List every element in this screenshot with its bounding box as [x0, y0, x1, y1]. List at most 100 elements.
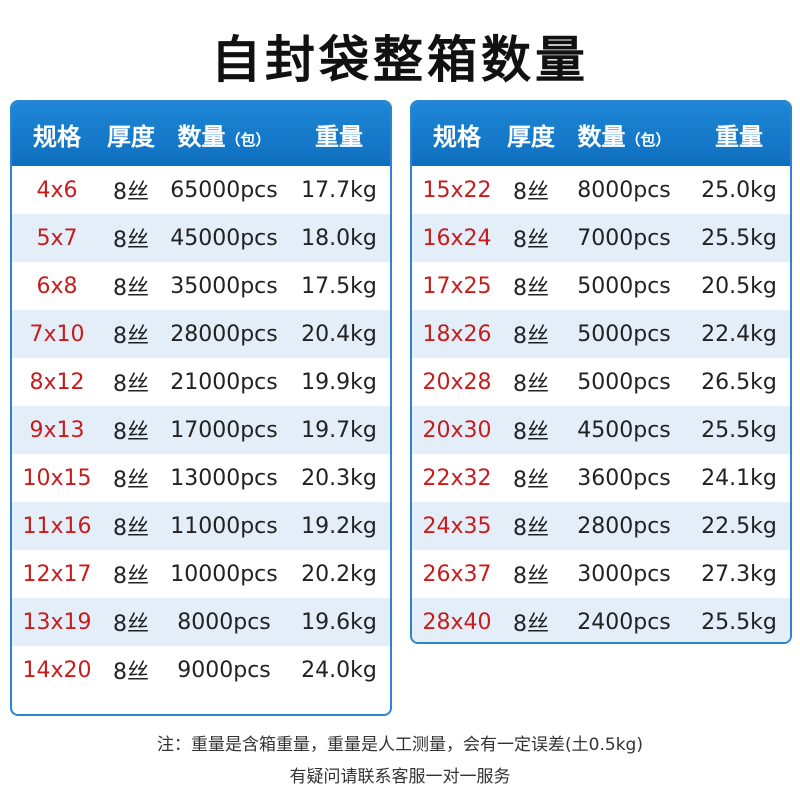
cell-thickness: 8丝: [113, 276, 149, 301]
cell-spec: 10x15: [22, 465, 92, 491]
cell-spec: 16x24: [422, 225, 492, 251]
cell-spec: 7x10: [29, 321, 85, 347]
cell-spec: 26x37: [422, 561, 492, 587]
cell-weight: 25.0kg: [701, 177, 777, 203]
cell-spec: 4x6: [36, 177, 78, 203]
cell-weight: 19.7kg: [301, 417, 377, 443]
page-title: 自封袋整箱数量: [211, 31, 589, 89]
cell-weight: 20.4kg: [301, 321, 377, 347]
cell-quantity: 10000pcs: [170, 561, 278, 587]
table-left: 规格 厚度 数量（包） 重量 4x6 8丝 65000pcs 17.7kg 5x7 8丝 4…: [10, 100, 392, 716]
cell-spec: 9x13: [29, 417, 85, 443]
cell-quantity: 8000pcs: [577, 177, 671, 203]
cell-quantity: 5000pcs: [577, 321, 671, 347]
cell-weight: 22.5kg: [701, 513, 777, 539]
cell-thickness: 8丝: [113, 612, 149, 637]
table-body: 15x22 8丝 8000pcs 25.0kg 16x24 8丝 7000pcs 25.5kg…: [412, 166, 790, 642]
header-quantity-label: 数量: [577, 122, 626, 151]
table-row: 5x7 8丝 45000pcs 18.0kg: [12, 214, 390, 262]
cell-spec: 5x7: [36, 225, 78, 251]
cell-spec: 24x35: [422, 513, 492, 539]
cell-thickness: 8丝: [113, 420, 149, 445]
cell-quantity: 3000pcs: [577, 561, 671, 587]
cell-thickness: 8丝: [513, 372, 549, 397]
header-quantity-label: 数量: [177, 122, 226, 151]
cell-weight: 20.2kg: [301, 561, 377, 587]
table-row: 18x26 8丝 5000pcs 22.4kg: [412, 310, 790, 358]
cell-spec: 12x17: [22, 561, 92, 587]
table-row: 20x28 8丝 5000pcs 26.5kg: [412, 358, 790, 406]
cell-weight: 25.5kg: [701, 225, 777, 251]
cell-quantity: 35000pcs: [170, 273, 278, 299]
table-row: 12x17 8丝 10000pcs 20.2kg: [12, 550, 390, 598]
cell-quantity: 65000pcs: [170, 177, 278, 203]
header-thickness: 厚度: [507, 122, 555, 151]
header-thickness: 厚度: [107, 122, 155, 151]
cell-spec: 20x30: [422, 417, 492, 443]
cell-quantity: 5000pcs: [577, 273, 671, 299]
cell-weight: 17.7kg: [301, 177, 377, 203]
cell-weight: 20.3kg: [301, 465, 377, 491]
cell-weight: 27.3kg: [701, 561, 777, 587]
cell-thickness: 8丝: [513, 564, 549, 589]
footer-note: 注：重量是含箱重量，重量是人工测量，会有一定误差(土0.5kg): [157, 735, 643, 755]
table-row: 28x40 8丝 2400pcs 25.5kg: [412, 598, 790, 642]
table-row: 8x12 8丝 21000pcs 19.9kg: [12, 358, 390, 406]
cell-weight: 25.5kg: [701, 417, 777, 443]
header-spec: 规格: [433, 122, 481, 151]
cell-weight: 18.0kg: [301, 225, 377, 251]
cell-thickness: 8丝: [513, 468, 549, 493]
cell-thickness: 8丝: [513, 228, 549, 253]
cell-quantity: 11000pcs: [170, 513, 278, 539]
table-row: 14x20 8丝 9000pcs 24.0kg: [12, 646, 390, 694]
table-header: 规格 厚度 数量（包） 重量: [412, 102, 790, 166]
cell-spec: 8x12: [29, 369, 85, 395]
cell-weight: 19.9kg: [301, 369, 377, 395]
header-weight: 重量: [715, 122, 763, 151]
table-row: 4x6 8丝 65000pcs 17.7kg: [12, 166, 390, 214]
cell-weight: 24.0kg: [301, 657, 377, 683]
cell-quantity: 21000pcs: [170, 369, 278, 395]
table-row: 15x22 8丝 8000pcs 25.0kg: [412, 166, 790, 214]
cell-weight: 26.5kg: [701, 369, 777, 395]
cell-quantity: 3600pcs: [577, 465, 671, 491]
cell-quantity: 9000pcs: [177, 657, 271, 683]
cell-quantity: 7000pcs: [577, 225, 671, 251]
cell-quantity: 5000pcs: [577, 369, 671, 395]
table-right: 规格 厚度 数量（包） 重量 15x22 8丝 8000pcs 25.0kg 16x24…: [410, 100, 792, 644]
cell-thickness: 8丝: [513, 420, 549, 445]
cell-thickness: 8丝: [113, 468, 149, 493]
cell-thickness: 8丝: [113, 660, 149, 685]
cell-weight: 20.5kg: [701, 273, 777, 299]
table-row: 26x37 8丝 3000pcs 27.3kg: [412, 550, 790, 598]
cell-spec: 28x40: [422, 609, 492, 635]
cell-weight: 19.6kg: [301, 609, 377, 635]
table-row: 24x35 8丝 2800pcs 22.5kg: [412, 502, 790, 550]
cell-quantity: 2400pcs: [577, 609, 671, 635]
cell-thickness: 8丝: [113, 516, 149, 541]
table-row: 17x25 8丝 5000pcs 20.5kg: [412, 262, 790, 310]
cell-thickness: 8丝: [113, 324, 149, 349]
table-body: 4x6 8丝 65000pcs 17.7kg 5x7 8丝 45000pcs 18.0kg 6x…: [12, 166, 390, 694]
cell-thickness: 8丝: [513, 612, 549, 637]
table-row: 13x19 8丝 8000pcs 19.6kg: [12, 598, 390, 646]
cell-quantity: 8000pcs: [177, 609, 271, 635]
cell-thickness: 8丝: [513, 180, 549, 205]
cell-spec: 20x28: [422, 369, 492, 395]
cell-weight: 19.2kg: [301, 513, 377, 539]
table-row: 7x10 8丝 28000pcs 20.4kg: [12, 310, 390, 358]
cell-quantity: 17000pcs: [170, 417, 278, 443]
cell-quantity: 4500pcs: [577, 417, 671, 443]
cell-thickness: 8丝: [513, 276, 549, 301]
table-row: 11x16 8丝 11000pcs 19.2kg: [12, 502, 390, 550]
header-quantity-unit: （包）: [225, 130, 271, 149]
table-row: 20x30 8丝 4500pcs 25.5kg: [412, 406, 790, 454]
table-row: 6x8 8丝 35000pcs 17.5kg: [12, 262, 390, 310]
cell-spec: 13x19: [22, 609, 92, 635]
header-weight: 重量: [315, 122, 363, 151]
header-spec: 规格: [33, 122, 81, 151]
cell-quantity: 2800pcs: [577, 513, 671, 539]
table-row: 22x32 8丝 3600pcs 24.1kg: [412, 454, 790, 502]
cell-thickness: 8丝: [113, 372, 149, 397]
cell-weight: 17.5kg: [301, 273, 377, 299]
